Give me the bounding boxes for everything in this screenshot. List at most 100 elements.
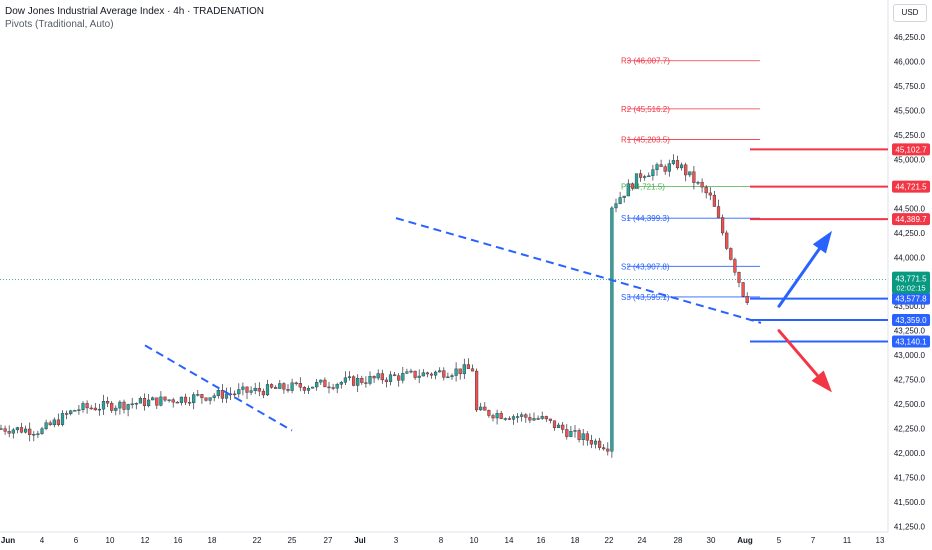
x-tick-label: 25 (288, 536, 297, 545)
candle-body (376, 373, 380, 379)
candle-body (360, 377, 364, 383)
trendlines[interactable] (144, 217, 762, 432)
candle-body (729, 248, 733, 260)
candle-body (28, 428, 32, 435)
candle-body (569, 431, 573, 437)
candle-body (52, 419, 56, 426)
candle-body (151, 397, 155, 401)
candle-body (589, 440, 593, 445)
candle-body (261, 390, 265, 396)
trendline[interactable] (395, 217, 762, 324)
candle-body (286, 389, 290, 391)
arrow-up-icon[interactable] (812, 230, 832, 254)
candle-body (85, 403, 89, 409)
price-axis-labels: 45,102.7 44,721.5 44,389.7 43,577.8 43,359.0… (892, 143, 930, 348)
candle-body (585, 433, 589, 441)
trendline[interactable] (144, 344, 293, 432)
candle-body (561, 424, 565, 430)
candle-body (331, 387, 335, 389)
candle-body (159, 396, 163, 406)
price-tag-text: 43,577.8 (895, 295, 927, 304)
candle-body (643, 176, 647, 178)
candle-body (425, 372, 429, 375)
x-tick-label: Jun (1, 536, 15, 545)
candle-body (552, 420, 557, 428)
candle-body (224, 393, 229, 399)
candle-body (602, 447, 606, 450)
y-tick-label: 41,750.0 (894, 474, 926, 483)
candle-body (282, 383, 286, 390)
candle-body (573, 430, 577, 432)
pivot-label-s2: S2 (43,907.8) (621, 262, 670, 271)
x-tick-label: 11 (843, 536, 852, 545)
candle-body (146, 399, 151, 407)
candle-body (511, 416, 516, 420)
candle-body (163, 396, 167, 401)
y-tick-label: 43,000.0 (894, 351, 926, 360)
x-tick-label: 16 (174, 536, 183, 545)
currency-button[interactable]: USD (893, 4, 927, 22)
candle-body (651, 169, 655, 177)
candle-body (614, 203, 618, 209)
candle-body (405, 371, 409, 374)
candle-body (438, 370, 442, 373)
chart-title: Dow Jones Industrial Average Index · 4h … (5, 6, 264, 17)
candle-body (712, 194, 716, 207)
candle-body (470, 368, 475, 372)
candle-body (0, 428, 3, 430)
candle-body (183, 396, 188, 403)
candle-body (630, 183, 634, 189)
candle-body (126, 404, 130, 410)
candle-body (89, 407, 93, 410)
time-axis[interactable]: Jun 4 6 10 12 16 18 22 25 27 Jul 3 8 10 14 16 18 22 24 28 30… (0, 531, 888, 545)
pivot-label-r3: R3 (46,007.7) (621, 57, 670, 66)
price-axis[interactable]: 41,250.0 41,500.0 41,750.0 42,000.0 42,250.0… (887, 0, 926, 532)
candle-body (421, 372, 425, 377)
candle-body (339, 382, 343, 385)
candle-body (466, 364, 470, 369)
horizontal-levels[interactable] (0, 148, 888, 343)
x-tick-label: 13 (876, 536, 885, 545)
arrow-down-icon[interactable] (811, 370, 832, 393)
candle-body (647, 175, 651, 178)
x-tick-label: Jul (354, 536, 366, 545)
candle-body (593, 440, 598, 445)
candle-body (507, 418, 511, 420)
candle-body (327, 386, 331, 389)
candle-body (323, 379, 327, 388)
price-tag (892, 335, 930, 348)
y-tick-label: 43,250.0 (894, 327, 926, 336)
candle-body (708, 192, 712, 196)
candle-body (306, 388, 311, 391)
arrow-down-shaft[interactable] (777, 329, 820, 378)
candle-body (315, 381, 319, 388)
candle-body (520, 414, 524, 417)
price-tag (892, 213, 930, 226)
candle-body (536, 418, 540, 420)
x-tick-label: 3 (394, 536, 399, 545)
candle-body (475, 370, 479, 411)
arrow-up-shaft[interactable] (777, 247, 821, 308)
x-tick-label: 22 (253, 536, 262, 545)
candlestick-series[interactable] (0, 154, 749, 458)
price-tag-text: 45,102.7 (895, 145, 927, 154)
x-tick-label: 10 (106, 536, 115, 545)
x-tick-label: 10 (470, 536, 479, 545)
candle-body (737, 272, 741, 283)
candle-body (688, 171, 692, 176)
candle-body (105, 401, 110, 404)
candle-body (626, 183, 630, 197)
forecast-arrows[interactable] (777, 230, 832, 393)
candle-body (524, 414, 528, 418)
candle-body (380, 373, 384, 381)
y-tick-label: 42,500.0 (894, 400, 926, 409)
x-tick-label: 12 (141, 536, 150, 545)
candle-body (274, 387, 278, 389)
x-tick-label: Aug (737, 536, 753, 545)
candle-body (692, 171, 696, 183)
candle-body (364, 382, 368, 384)
candle-body (671, 160, 675, 164)
candle-body (544, 416, 548, 420)
candle-body (622, 195, 626, 198)
